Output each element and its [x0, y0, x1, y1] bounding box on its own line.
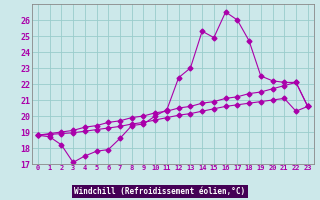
Text: Windchill (Refroidissement éolien,°C): Windchill (Refroidissement éolien,°C) [75, 187, 245, 196]
